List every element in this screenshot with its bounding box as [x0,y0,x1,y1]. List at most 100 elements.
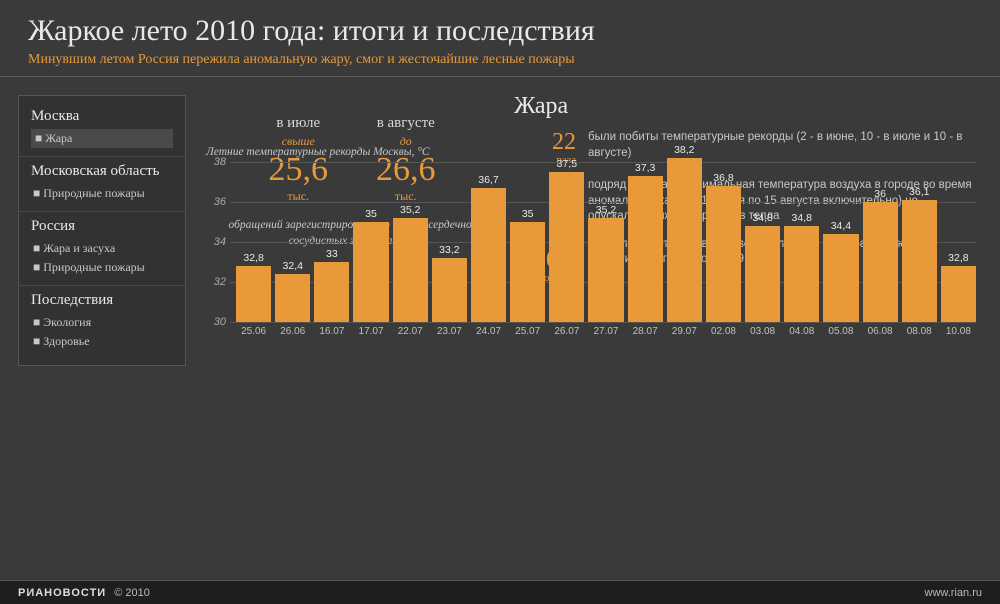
chart-bar [471,188,506,322]
sidebar-item[interactable]: ■ Жара [31,129,173,148]
header: Жаркое лето 2010 года: итоги и последств… [0,0,1000,77]
chart-bar-wrap: 35,227.07 [588,218,623,322]
chart-bar [784,226,819,322]
chart-bar-value: 32,8 [948,252,968,264]
chart-bar-wrap: 3316.07 [314,262,349,322]
chart-bar [628,176,663,322]
sidebar-group: Последствия ■ Экология■ Здоровье [19,286,185,359]
chart-gridline [230,322,976,323]
chart-xlabel: 25.07 [515,326,540,337]
chart-bar-value: 34,8 [752,212,772,224]
chart-bar [314,262,349,322]
main-content: в июлесвыше25,6тыс.в августедо26,6тыс. о… [186,77,1000,366]
chart-xlabel: 04.08 [789,326,814,337]
chart-bar [353,222,388,322]
chart-bar [432,258,467,322]
page-subtitle: Минувшим летом Россия пережила аномальну… [28,52,972,68]
sidebar-item[interactable]: ■ Жара и засуха [31,239,173,258]
right-title: Жара [514,93,976,120]
chart-ytick: 30 [204,316,226,328]
chart-bar-value: 35 [365,208,377,220]
chart-ytick: 38 [204,156,226,168]
footer-url: www.rian.ru [925,587,982,599]
chart-bar [510,222,545,322]
chart-xlabel: 08.08 [907,326,932,337]
chart-bar-value: 36 [874,188,886,200]
chart-xlabel: 23.07 [437,326,462,337]
chart-bar-wrap: 35,222.07 [393,218,428,322]
chart-xlabel: 06.08 [868,326,893,337]
chart-xlabel: 27.07 [593,326,618,337]
footer-brand: РИАНОВОСТИ [18,587,106,599]
chart-bar-wrap: 34,804.08 [784,226,819,322]
chart-bar-value: 36,7 [478,174,498,186]
chart-bar [393,218,428,322]
temperature-chart: Летние температурные рекорды Москвы, °С … [206,146,976,366]
sidebar-group: Москва ■ Жара [19,102,185,157]
page-title: Жаркое лето 2010 года: итоги и последств… [28,14,972,48]
chart-xlabel: 25.06 [241,326,266,337]
chart-bar-value: 32,8 [243,252,263,264]
chart-bar-wrap: 32,426.06 [275,274,310,322]
chart-xlabel: 03.08 [750,326,775,337]
sidebar-item[interactable]: ■ Экология [31,313,173,332]
sidebar-group-head: Последствия [31,292,173,309]
chart-bar-wrap: 36,802.08 [706,186,741,322]
chart-ytick: 34 [204,236,226,248]
sidebar-item[interactable]: ■ Природные пожары [31,258,173,277]
sidebar-item[interactable]: ■ Природные пожары [31,184,173,203]
chart-bar [823,234,858,322]
chart-bar-wrap: 34,803.08 [745,226,780,322]
chart-bar [745,226,780,322]
chart-bar [236,266,271,322]
chart-bar [941,266,976,322]
chart-xlabel: 29.07 [672,326,697,337]
chart-bar-wrap: 3606.08 [863,202,898,322]
chart-bar-value: 37,5 [557,158,577,170]
col-label: в августе [376,115,436,132]
chart-bar [667,158,702,322]
chart-bar-wrap: 34,405.08 [823,234,858,322]
chart-title: Летние температурные рекорды Москвы, °С [206,146,976,158]
chart-bar-wrap: 3525.07 [510,222,545,322]
chart-xlabel: 05.08 [828,326,853,337]
sidebar-item[interactable]: ■ Здоровье [31,332,173,351]
sidebar-group-head: Россия [31,218,173,235]
chart-bar-value: 33,2 [439,244,459,256]
sidebar: Москва ■ Жара Московская область ■ Природны… [18,95,186,366]
chart-bar-value: 35,2 [400,204,420,216]
chart-bar-value: 32,4 [283,260,303,272]
chart-bar-value: 38,2 [674,144,694,156]
footer: РИАНОВОСТИ © 2010 www.rian.ru [0,580,1000,604]
chart-xlabel: 02.08 [711,326,736,337]
chart-bar-wrap: 32,825.06 [236,266,271,322]
col-label: в июле [269,115,329,132]
chart-bar-wrap: 33,223.07 [432,258,467,322]
chart-bar-wrap: 38,229.07 [667,158,702,322]
chart-bar-value: 34,4 [831,220,851,232]
chart-bar-wrap: 37,328.07 [628,176,663,322]
chart-ytick: 36 [204,196,226,208]
chart-bar-wrap: 32,810.08 [941,266,976,322]
footer-copyright: © 2010 [114,587,150,599]
sidebar-group-head: Московская область [31,163,173,180]
chart-bar [706,186,741,322]
chart-xlabel: 17.07 [359,326,384,337]
chart-bar [863,202,898,322]
sidebar-group-head: Москва [31,108,173,125]
chart-bar [588,218,623,322]
sidebar-group: Московская область ■ Природные пожары [19,157,185,212]
chart-bars: 32,825.0632,426.063316.073517.0735,222.0… [236,162,976,322]
chart-bar-value: 33 [326,248,338,260]
chart-xlabel: 10.08 [946,326,971,337]
chart-xlabel: 28.07 [633,326,658,337]
chart-bar-value: 34,8 [792,212,812,224]
chart-xlabel: 24.07 [476,326,501,337]
sidebar-group: Россия ■ Жара и засуха■ Природные пожары [19,212,185,286]
chart-ytick: 32 [204,276,226,288]
chart-xlabel: 22.07 [398,326,423,337]
chart-bar [902,200,937,322]
chart-xlabel: 26.06 [280,326,305,337]
chart-bar-value: 35 [522,208,534,220]
chart-bar-value: 37,3 [635,162,655,174]
